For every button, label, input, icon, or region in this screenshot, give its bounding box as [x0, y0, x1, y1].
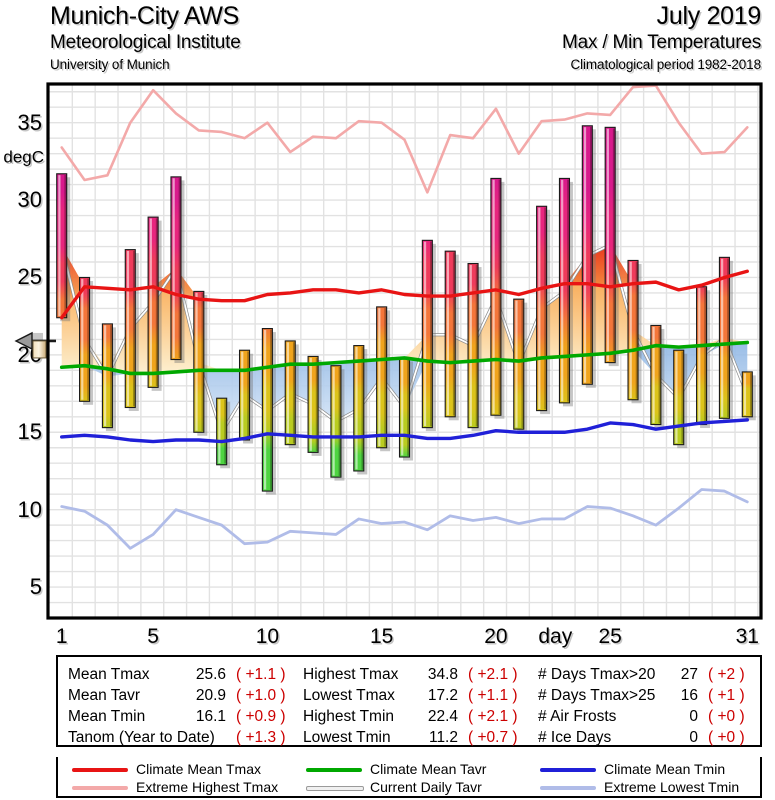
stat-label: Mean Tavr — [68, 687, 141, 704]
extreme-highest-tmax-line — [60, 84, 749, 194]
stat-value: 0 — [689, 708, 698, 725]
y-axis-unit-label: degC — [3, 147, 44, 167]
stat-value: 16 — [680, 687, 698, 704]
stat-value: 20.9 — [195, 687, 226, 704]
stat-label: Highest Tmax — [303, 666, 399, 683]
stats-row: Mean Tmax 25.6 ( +1.1 ) Highest Tmax 34.8 ( +… — [58, 664, 760, 685]
stat-anomaly: ( +2.1 ) — [468, 708, 518, 725]
stat-label: Highest Tmin — [303, 708, 395, 725]
climate-mean-tmin-line — [60, 418, 749, 444]
stat-value: 17.2 — [427, 687, 458, 704]
extreme-lowest-tmin-line — [60, 488, 749, 550]
legend-label: Extreme Lowest Tmin — [604, 779, 740, 795]
stat-anomaly: ( +1.3 ) — [236, 729, 286, 746]
legend-label: Current Daily Tavr — [370, 779, 482, 795]
stat-label: Mean Tmax — [68, 666, 150, 683]
page-header: Munich-City AWS Meteorological Institute… — [0, 0, 775, 82]
stat-value: 11.2 — [428, 729, 458, 746]
x-axis-tick-5: 5 — [147, 625, 159, 648]
x-axis-tick-15: 15 — [369, 625, 394, 648]
stat-anomaly: ( +0.9 ) — [236, 708, 286, 725]
stat-label: Mean Tmin — [68, 708, 146, 725]
x-axis-labels: 1 5 10 15 20 25 31 day — [0, 622, 775, 654]
chart-subtitle: Max / Min Temperatures — [561, 32, 761, 53]
stat-anomaly: ( +0 ) — [708, 708, 745, 725]
stat-anomaly: ( +0 ) — [708, 729, 745, 746]
y-axis-tick-15: 15 — [17, 419, 42, 445]
stat-value: 34.8 — [427, 666, 458, 683]
stat-label: # Days Tmax>25 — [538, 687, 656, 704]
legend-swatch — [306, 768, 362, 772]
stats-row: Mean Tavr 20.9 ( +1.0 ) Lowest Tmax 17.2 ( +1… — [58, 685, 760, 706]
legend-label: Climate Mean Tavr — [370, 761, 487, 777]
y-axis-tick-35: 35 — [17, 109, 42, 135]
daily-temperature-bars — [56, 125, 756, 495]
stat-label: # Days Tmax>20 — [538, 666, 656, 683]
stat-label: # Ice Days — [538, 729, 612, 746]
stat-label: Lowest Tmax — [303, 687, 395, 704]
stat-value: 22.4 — [427, 708, 458, 725]
stat-anomaly: ( +2 ) — [708, 666, 745, 683]
statistics-table: Mean Tmax 25.6 ( +1.1 ) Highest Tmax 34.8 ( +… — [56, 655, 762, 747]
stats-row: Tanom (Year to Date) ( +1.3 ) Lowest Tmin 1… — [58, 727, 760, 748]
stat-anomaly: ( +1.1 ) — [468, 687, 518, 704]
y-axis-tick-30: 30 — [17, 187, 42, 213]
university-name: University of Munich — [50, 57, 170, 72]
chart-legend: Climate Mean Tmax Climate Mean Tavr Climat… — [56, 757, 762, 798]
y-axis-labels: 5 10 15 20 25 30 35 degC — [0, 0, 48, 640]
x-axis-tick-25: 25 — [598, 625, 622, 648]
stat-label: # Air Frosts — [538, 708, 617, 725]
x-axis-tick-20: 20 — [484, 625, 508, 648]
period-title: July 2019 — [656, 2, 762, 30]
stat-anomaly: ( +0.7 ) — [468, 729, 518, 746]
y-axis-tick-25: 25 — [17, 264, 42, 290]
x-axis-tick-10: 10 — [255, 625, 280, 648]
x-axis-title: day — [538, 625, 573, 648]
institute-name: Meteorological Institute — [50, 32, 241, 53]
legend-swatch — [306, 786, 364, 791]
header-left-block: Munich-City AWS Meteorological Institute… — [50, 2, 241, 74]
stat-value: 16.1 — [195, 708, 226, 725]
legend-label: Extreme Highest Tmax — [136, 779, 279, 795]
legend-label: Climate Mean Tmin — [604, 761, 726, 777]
stat-value: 27 — [680, 666, 698, 683]
y-axis-tick-10: 10 — [17, 496, 42, 522]
x-axis-tick-31: 31 — [735, 625, 759, 648]
stat-label: Lowest Tmin — [303, 729, 391, 746]
stat-anomaly: ( +1.0 ) — [236, 687, 286, 704]
legend-swatch — [540, 768, 596, 772]
legend-swatch — [72, 768, 128, 772]
legend-swatch — [540, 786, 596, 790]
stat-label: Tanom (Year to Date) — [68, 729, 215, 746]
header-right-block: July 2019 Max / Min Temperatures Climato… — [562, 2, 761, 74]
legend-swatch — [72, 786, 128, 790]
stat-anomaly: ( +1 ) — [708, 687, 745, 704]
stat-anomaly: ( +2.1 ) — [468, 666, 518, 683]
stat-value: 0 — [689, 729, 698, 746]
x-axis-tick-1: 1 — [55, 625, 68, 648]
climatology-period: Climatological period 1982-2018 — [570, 57, 761, 72]
stat-value: 25.6 — [195, 666, 226, 683]
climate-mean-tavr-line — [59, 340, 750, 376]
stat-anomaly: ( +1.1 ) — [236, 666, 286, 683]
legend-label: Climate Mean Tmax — [136, 761, 262, 777]
stats-row: Mean Tmin 16.1 ( +0.9 ) Highest Tmin 22.4 ( +… — [58, 706, 760, 727]
station-name: Munich-City AWS — [50, 2, 240, 30]
climate-mean-tmax-line — [60, 269, 749, 320]
mean-tavr-arrow-icon — [14, 331, 56, 359]
y-axis-tick-5: 5 — [29, 574, 42, 600]
